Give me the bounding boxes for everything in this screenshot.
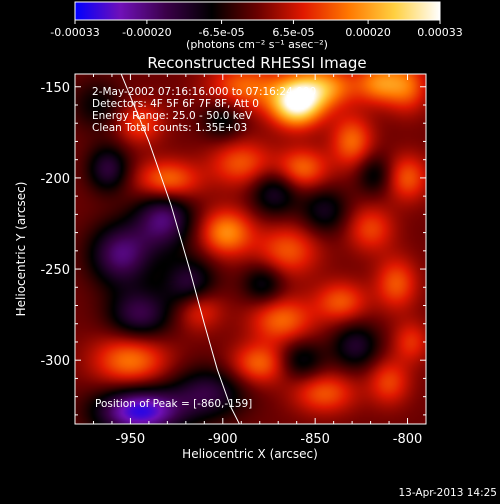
info-line: Energy Range: 25.0 - 50.0 keV — [92, 110, 253, 122]
colorbar-tick-label: -6.5e-05 — [198, 26, 244, 39]
x-tick-label: -950 — [116, 432, 146, 447]
colorbar-tick-label: -0.00020 — [122, 26, 171, 39]
colorbar-tick-label: 6.5e-05 — [272, 26, 314, 39]
x-tick-label: -800 — [393, 432, 423, 447]
x-tick-label: -900 — [208, 432, 238, 447]
y-tick-label: -150 — [40, 81, 70, 96]
info-line: Detectors: 4F 5F 6F 7F 8F, Att 0 — [92, 98, 259, 110]
x-axis: -950 -900 -850 -800 — [92, 74, 427, 447]
plot-frame — [74, 73, 427, 425]
colorbar-tick-label: 0.00033 — [417, 26, 463, 39]
y-tick-label: -250 — [40, 263, 70, 278]
observation-info: 2-May-2002 07:16:16.000 to 07:16:24.000D… — [92, 86, 316, 134]
y-axis: -150 -200 -250 -300 — [40, 81, 426, 416]
colorbar — [74, 1, 441, 21]
colorbar-tick-label: 0.00020 — [345, 26, 391, 39]
info-line: Clean Total counts: 1.35E+03 — [92, 122, 247, 134]
footer-timestamp: 13-Apr-2013 14:25 — [398, 487, 497, 499]
solar-limb-line — [120, 74, 240, 424]
y-axis-label: Heliocentric Y (arcsec) — [14, 182, 28, 317]
heatmap-image — [75, 74, 426, 424]
chart-title: Reconstructed RHESSI Image — [147, 54, 366, 72]
info-line: 2-May-2002 07:16:16.000 to 07:16:24.000 — [92, 86, 316, 98]
y-tick-label: -200 — [40, 172, 70, 187]
y-tick-label: -300 — [40, 354, 70, 369]
x-axis-label: Heliocentric X (arcsec) — [182, 447, 318, 461]
colorbar-tick-label: -0.00033 — [50, 26, 99, 39]
colorbar-ticks: -0.00033 -0.00020 -6.5e-05 6.5e-05 0.00020 0.… — [50, 20, 463, 39]
peak-position-label: Position of Peak = [-860,-159] — [95, 398, 252, 410]
colorbar-unit-label: (photons cm⁻² s⁻¹ asec⁻²) — [186, 38, 328, 51]
x-tick-label: -850 — [300, 432, 330, 447]
